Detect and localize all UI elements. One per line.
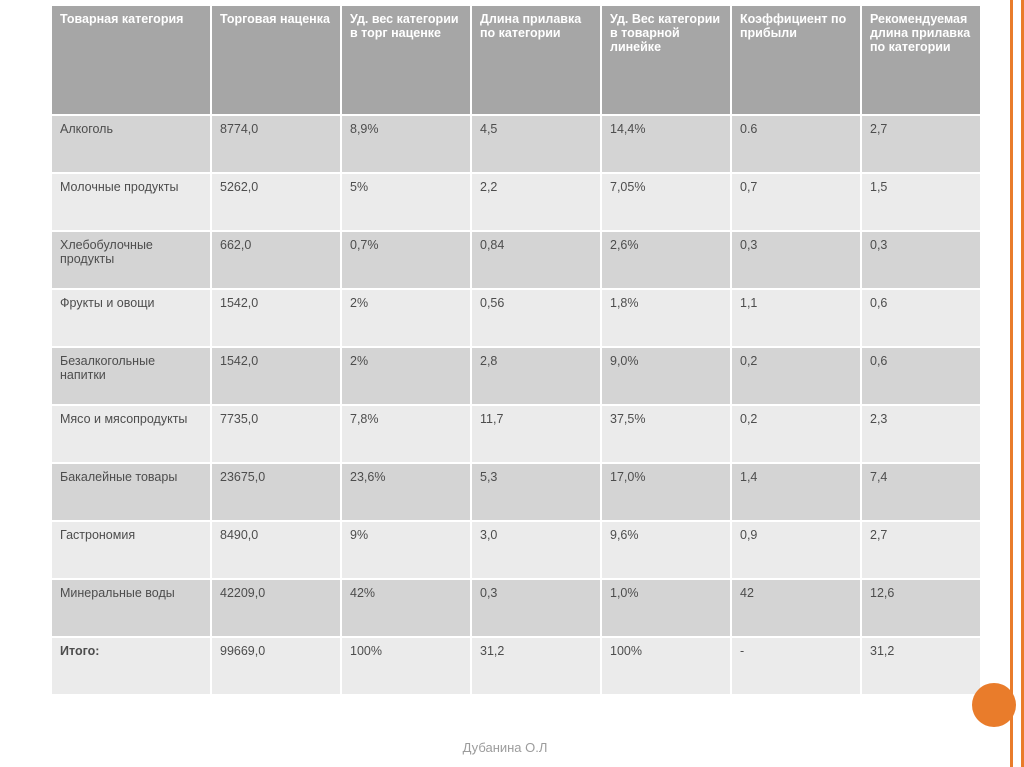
table-cell: 42% bbox=[341, 579, 471, 637]
table-cell: 100% bbox=[601, 637, 731, 695]
table-cell: 1,5 bbox=[861, 173, 981, 231]
table-row: Итого:99669,0100%31,2100%-31,2 bbox=[51, 637, 981, 695]
accent-circle bbox=[972, 683, 1016, 727]
table-cell: 12,6 bbox=[861, 579, 981, 637]
table-cell: 2% bbox=[341, 289, 471, 347]
table-cell: 5,3 bbox=[471, 463, 601, 521]
table-header-row: Товарная категория Торговая наценка Уд. … bbox=[51, 5, 981, 115]
table-cell: 2% bbox=[341, 347, 471, 405]
table-cell: 0,84 bbox=[471, 231, 601, 289]
table-cell: 0,2 bbox=[731, 347, 861, 405]
table-cell: 42209,0 bbox=[211, 579, 341, 637]
table-cell: 31,2 bbox=[471, 637, 601, 695]
table-cell: 0,7% bbox=[341, 231, 471, 289]
table-cell: 11,7 bbox=[471, 405, 601, 463]
table-cell: 7735,0 bbox=[211, 405, 341, 463]
table-cell: 2,7 bbox=[861, 115, 981, 173]
category-table: Товарная категория Торговая наценка Уд. … bbox=[50, 4, 982, 696]
table-cell: Алкоголь bbox=[51, 115, 211, 173]
col-header: Рекомендуемая длина прилавка по категори… bbox=[861, 5, 981, 115]
table-cell: 8490,0 bbox=[211, 521, 341, 579]
table-cell: 0,6 bbox=[861, 289, 981, 347]
table-cell: 0.6 bbox=[731, 115, 861, 173]
table-cell: - bbox=[731, 637, 861, 695]
table-cell: 23,6% bbox=[341, 463, 471, 521]
table-cell: 0,3 bbox=[861, 231, 981, 289]
table-cell: 23675,0 bbox=[211, 463, 341, 521]
table-cell: 7,05% bbox=[601, 173, 731, 231]
table-cell: 42 bbox=[731, 579, 861, 637]
col-header: Товарная категория bbox=[51, 5, 211, 115]
table-cell: Итого: bbox=[51, 637, 211, 695]
table-cell: 1,8% bbox=[601, 289, 731, 347]
table-cell: 1,4 bbox=[731, 463, 861, 521]
table-cell: 31,2 bbox=[861, 637, 981, 695]
table-cell: 9% bbox=[341, 521, 471, 579]
table-cell: 9,0% bbox=[601, 347, 731, 405]
table-cell: 9,6% bbox=[601, 521, 731, 579]
table-cell: 2,7 bbox=[861, 521, 981, 579]
accent-bar-gap bbox=[1013, 0, 1021, 767]
table-cell: Мясо и мясопродукты bbox=[51, 405, 211, 463]
table-cell: 0,9 bbox=[731, 521, 861, 579]
table-cell: 1,1 bbox=[731, 289, 861, 347]
table-cell: 0,3 bbox=[471, 579, 601, 637]
table-cell: 7,8% bbox=[341, 405, 471, 463]
table-cell: 14,4% bbox=[601, 115, 731, 173]
col-header: Длина прилавка по категории bbox=[471, 5, 601, 115]
table-cell: Минеральные воды bbox=[51, 579, 211, 637]
table-cell: 0,7 bbox=[731, 173, 861, 231]
table-cell: 1542,0 bbox=[211, 347, 341, 405]
table-cell: 3,0 bbox=[471, 521, 601, 579]
table-cell: 0,3 bbox=[731, 231, 861, 289]
table-cell: Бакалейные товары bbox=[51, 463, 211, 521]
table-cell: 0,6 bbox=[861, 347, 981, 405]
table-row: Бакалейные товары23675,023,6%5,317,0%1,4… bbox=[51, 463, 981, 521]
footer-author: Дубанина О.Л bbox=[0, 740, 1010, 755]
table-cell: 37,5% bbox=[601, 405, 731, 463]
slide-area: Товарная категория Торговая наценка Уд. … bbox=[0, 0, 1010, 767]
table-row: Гастрономия8490,09%3,09,6%0,92,7 bbox=[51, 521, 981, 579]
table-cell: 2,2 bbox=[471, 173, 601, 231]
table-row: Минеральные воды42209,0 42%0,31,0% 4212,… bbox=[51, 579, 981, 637]
table-cell: 1542,0 bbox=[211, 289, 341, 347]
col-header: Уд. Вес категории в товарной линейке bbox=[601, 5, 731, 115]
table-row: Мясо и мясопродукты7735,07,8%11,737,5%0,… bbox=[51, 405, 981, 463]
accent-bar bbox=[1010, 0, 1024, 767]
table-row: Фрукты и овощи1542,02%0,561,8%1,10,6 bbox=[51, 289, 981, 347]
table-cell: 8,9% bbox=[341, 115, 471, 173]
table-cell: 2,3 bbox=[861, 405, 981, 463]
table-cell: 17,0% bbox=[601, 463, 731, 521]
table-cell: Молочные продукты bbox=[51, 173, 211, 231]
col-header: Уд. вес категории в торг наценке bbox=[341, 5, 471, 115]
table-row: Молочные продукты5262,05%2,27,05%0,71,5 bbox=[51, 173, 981, 231]
table-cell: 0,2 bbox=[731, 405, 861, 463]
table-cell: 2,8 bbox=[471, 347, 601, 405]
table-cell: Хлебобулочные продукты bbox=[51, 231, 211, 289]
table-cell: 662,0 bbox=[211, 231, 341, 289]
table-cell: 5% bbox=[341, 173, 471, 231]
table-row: Хлебобулочные продукты662,00,7%0,842,6%0… bbox=[51, 231, 981, 289]
table-cell: 2,6% bbox=[601, 231, 731, 289]
table-cell: 99669,0 bbox=[211, 637, 341, 695]
table-cell: 8774,0 bbox=[211, 115, 341, 173]
table-cell: 1,0% bbox=[601, 579, 731, 637]
table-cell: 0,56 bbox=[471, 289, 601, 347]
table-cell: 7,4 bbox=[861, 463, 981, 521]
table-cell: 4,5 bbox=[471, 115, 601, 173]
table-cell: Гастрономия bbox=[51, 521, 211, 579]
col-header: Коэффициент по прибыли bbox=[731, 5, 861, 115]
table-row: Безалкогольные напитки1542,02%2,89,0%0,2… bbox=[51, 347, 981, 405]
table-cell: 5262,0 bbox=[211, 173, 341, 231]
col-header: Торговая наценка bbox=[211, 5, 341, 115]
table-cell: 100% bbox=[341, 637, 471, 695]
table-row: Алкоголь8774,08,9%4,514,4%0.62,7 bbox=[51, 115, 981, 173]
table-cell: Фрукты и овощи bbox=[51, 289, 211, 347]
table-cell: Безалкогольные напитки bbox=[51, 347, 211, 405]
